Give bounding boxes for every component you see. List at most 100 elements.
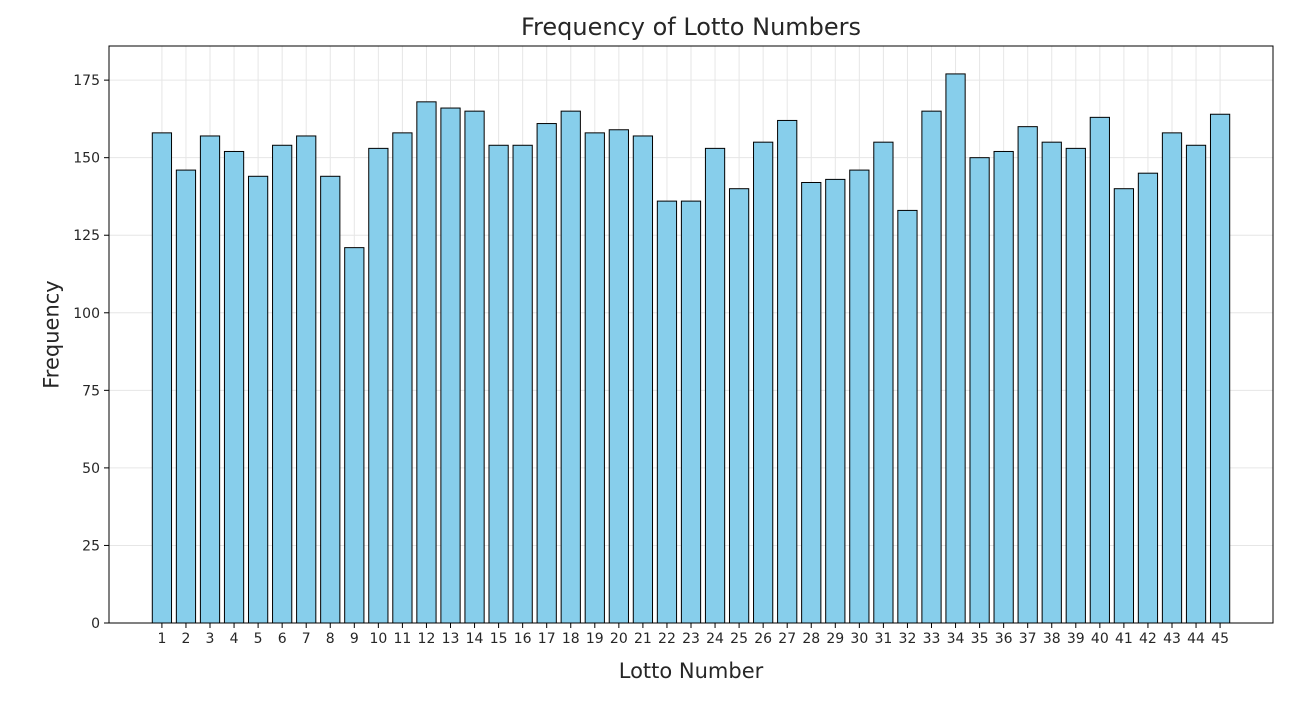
x-tick-label: 3 xyxy=(206,631,215,647)
bar-22 xyxy=(656,200,678,624)
x-tick-label: 35 xyxy=(971,631,989,647)
bar-3 xyxy=(199,135,221,624)
x-tick-label: 23 xyxy=(682,631,700,647)
bar-20 xyxy=(608,129,629,624)
bar-26 xyxy=(753,141,774,624)
bar-14 xyxy=(464,110,485,624)
bar-40 xyxy=(1089,116,1110,624)
bar-30 xyxy=(849,169,870,624)
x-tick-label: 31 xyxy=(874,631,892,647)
bar-9 xyxy=(344,247,365,624)
x-tick-label: 30 xyxy=(850,631,868,647)
x-tick-label: 44 xyxy=(1187,631,1205,647)
bar-42 xyxy=(1137,172,1159,624)
x-tick-label: 11 xyxy=(393,631,411,647)
bar-25 xyxy=(728,188,750,624)
bar-43 xyxy=(1161,132,1183,624)
bar-45 xyxy=(1209,113,1231,624)
x-tick-label: 36 xyxy=(995,631,1013,647)
x-tick-label: 25 xyxy=(730,631,748,647)
bar-15 xyxy=(488,144,509,624)
x-tick-label: 18 xyxy=(562,631,580,647)
bar-34 xyxy=(945,73,966,624)
x-tick-label: 40 xyxy=(1091,631,1109,647)
y-axis-title: Frequency xyxy=(39,280,63,389)
bar-35 xyxy=(969,157,990,624)
y-tick-label: 150 xyxy=(73,151,100,167)
x-tick-label: 2 xyxy=(181,631,190,647)
x-tick-label: 7 xyxy=(302,631,311,647)
x-tick-label: 13 xyxy=(442,631,460,647)
x-tick-label: 4 xyxy=(230,631,239,647)
x-tick-label: 33 xyxy=(923,631,941,647)
y-tick-label: 50 xyxy=(82,461,100,477)
x-tick-label: 19 xyxy=(586,631,604,647)
x-tick-label: 17 xyxy=(538,631,556,647)
x-tick-label: 9 xyxy=(350,631,359,647)
bar-38 xyxy=(1041,141,1062,624)
x-tick-label: 16 xyxy=(514,631,532,647)
chart-title: Frequency of Lotto Numbers xyxy=(521,13,861,41)
bar-12 xyxy=(416,101,437,624)
x-tick-label: 26 xyxy=(754,631,772,647)
x-tick-label: 32 xyxy=(899,631,917,647)
x-tick-label: 37 xyxy=(1019,631,1037,647)
bar-5 xyxy=(247,175,269,624)
bar-16 xyxy=(512,144,533,624)
bar-41 xyxy=(1113,188,1135,624)
bar-11 xyxy=(392,132,413,624)
x-tick-label: 22 xyxy=(658,631,676,647)
bar-4 xyxy=(223,150,245,624)
x-tick-label: 12 xyxy=(418,631,436,647)
x-axis-ticks: 1 2 3 4 5 6 7 8 9 10 11 12 13 14 15 16 17 18 19 20 21 22 23 24 2… xyxy=(157,623,1229,647)
x-tick-label: 21 xyxy=(634,631,652,647)
bar-10 xyxy=(368,147,389,624)
bar-29 xyxy=(825,178,846,624)
bar-32 xyxy=(897,209,918,624)
y-tick-label: 175 xyxy=(73,73,100,89)
x-tick-label: 20 xyxy=(610,631,628,647)
bar-33 xyxy=(921,110,942,624)
bar-8 xyxy=(320,175,341,624)
x-tick-label: 34 xyxy=(947,631,965,647)
bar-39 xyxy=(1065,147,1086,624)
x-tick-label: 38 xyxy=(1043,631,1061,647)
bars xyxy=(151,73,1231,624)
x-tick-label: 10 xyxy=(369,631,387,647)
x-tick-label: 39 xyxy=(1067,631,1085,647)
y-tick-label: 0 xyxy=(91,616,100,632)
bar-24 xyxy=(704,147,726,624)
bar-1 xyxy=(151,132,173,624)
bar-31 xyxy=(873,141,894,624)
bar-6 xyxy=(272,144,293,624)
bar-21 xyxy=(632,135,654,624)
bar-17 xyxy=(536,123,557,624)
x-tick-label: 45 xyxy=(1211,631,1229,647)
bar-18 xyxy=(560,110,581,624)
bar-13 xyxy=(440,107,461,624)
bar-7 xyxy=(296,135,317,624)
y-axis-ticks: 0 25 50 75 100 125 150 175 xyxy=(73,73,109,632)
x-tick-label: 43 xyxy=(1163,631,1181,647)
y-tick-label: 100 xyxy=(73,306,100,322)
x-tick-label: 5 xyxy=(254,631,263,647)
x-axis-title: Lotto Number xyxy=(619,659,764,683)
x-tick-label: 8 xyxy=(326,631,335,647)
bar-28 xyxy=(801,181,822,624)
x-tick-label: 14 xyxy=(466,631,484,647)
bar-2 xyxy=(175,169,197,624)
x-tick-label: 29 xyxy=(826,631,844,647)
bar-27 xyxy=(777,119,798,624)
x-tick-label: 41 xyxy=(1115,631,1133,647)
x-tick-label: 1 xyxy=(157,631,166,647)
y-tick-label: 75 xyxy=(82,383,100,399)
x-tick-label: 15 xyxy=(490,631,508,647)
x-tick-label: 28 xyxy=(802,631,820,647)
bar-19 xyxy=(584,132,605,624)
x-tick-label: 24 xyxy=(706,631,724,647)
y-tick-label: 125 xyxy=(73,228,100,244)
y-tick-label: 25 xyxy=(82,538,100,554)
bar-37 xyxy=(1017,126,1038,624)
x-tick-label: 27 xyxy=(778,631,796,647)
